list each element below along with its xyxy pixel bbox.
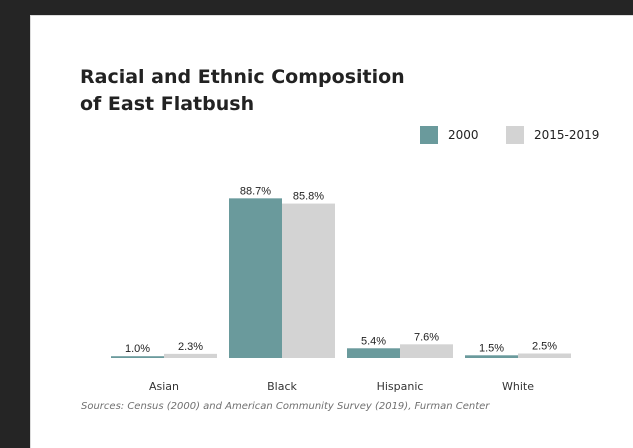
bar-black-2000: [229, 198, 282, 358]
bar-hispanic-2000: [347, 348, 400, 358]
data-label-asian-2015-2019: 2.3%: [178, 341, 203, 353]
bar-white-2000: [465, 355, 518, 358]
data-label-hispanic-2015-2019: 7.6%: [414, 331, 439, 343]
legend-item-2015-2019: 2015-2019: [506, 125, 599, 145]
x-tick-label-asian: Asian: [149, 380, 179, 393]
bar-chart: 1.0% 2.3% Asian 88.7% 85.8% Black 5.4% 7.6% Hisp…: [111, 185, 571, 393]
legend-label-2000: 2000: [448, 128, 479, 142]
data-label-black-2015-2019: 85.8%: [293, 191, 324, 203]
data-label-hispanic-2000: 5.4%: [361, 335, 386, 347]
legend-swatch-2000: [420, 126, 438, 144]
chart-title: Racial and Ethnic Composition of East Fl…: [80, 64, 440, 118]
data-label-black-2000: 88.7%: [240, 185, 271, 197]
chart-title-line-1: Racial and Ethnic Composition: [80, 66, 405, 88]
source-note: Sources: Census (2000) and American Comm…: [81, 401, 490, 412]
x-tick-label-hispanic: Hispanic: [377, 380, 424, 393]
data-label-white-2000: 1.5%: [479, 342, 504, 354]
legend-swatch-2015-2019: [506, 126, 524, 144]
x-tick-label-black: Black: [267, 380, 297, 393]
legend-item-2000: 2000: [420, 125, 479, 145]
bar-asian-2015-2019: [164, 353, 217, 358]
chart-title-line-2: of East Flatbush: [80, 93, 255, 115]
data-label-asian-2000: 1.0%: [125, 343, 150, 355]
x-tick-label-white: White: [502, 380, 534, 393]
bar-hispanic-2015-2019: [400, 344, 453, 358]
legend-label-2015-2019: 2015-2019: [534, 128, 600, 142]
bar-white-2015-2019: [518, 353, 571, 358]
bar-asian-2000: [111, 356, 164, 358]
bar-black-2015-2019: [282, 203, 335, 358]
data-label-white-2015-2019: 2.5%: [532, 341, 557, 353]
chart-card: Racial and Ethnic Composition of East Fl…: [30, 15, 633, 448]
